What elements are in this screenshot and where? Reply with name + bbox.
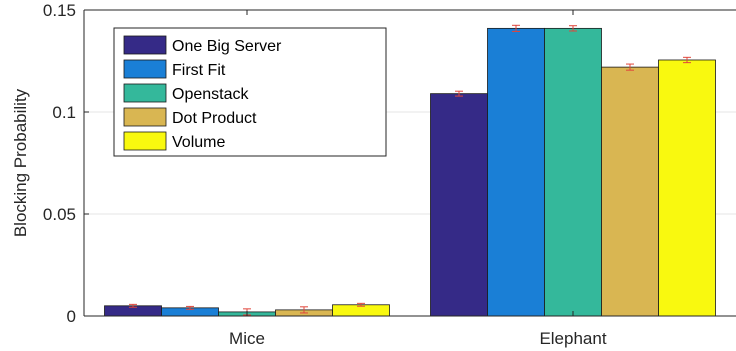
bar-elephant-4 (601, 66, 659, 317)
error-bar-mice-4 (300, 306, 308, 314)
y-tick-label: 0.1 (52, 103, 76, 122)
x-tick-label: Elephant (539, 329, 606, 348)
y-axis-title: Blocking Probability (11, 88, 30, 237)
legend-label-1: One Big Server (172, 38, 282, 55)
bar-elephant-1 (430, 93, 488, 317)
error-bar-elephant-4 (626, 63, 634, 71)
error-bar-mice-2 (186, 305, 194, 310)
legend-label-4: Dot Product (172, 110, 257, 127)
legend-swatch-2 (123, 59, 167, 79)
y-tick-label: 0.15 (43, 1, 76, 20)
axes: Mice Elephant 0 0.05 0.1 0.15 (43, 1, 736, 348)
error-bar-mice-5 (357, 302, 365, 307)
legend: One Big Server First Fit Openstack Dot Prod… (113, 27, 387, 157)
legend-swatch-5 (123, 131, 167, 151)
bar-elephant-2 (487, 27, 545, 317)
x-tick-label: Mice (229, 329, 265, 348)
y-tick-label: 0.05 (43, 205, 76, 224)
legend-label-5: Volume (172, 134, 225, 151)
bar-elephant-5 (658, 59, 716, 317)
y-tick-label: 0 (67, 307, 76, 326)
error-bar-elephant-2 (512, 24, 520, 32)
legend-label-2: First Fit (172, 62, 226, 79)
legend-label-3: Openstack (172, 86, 249, 103)
error-bar-elephant-5 (683, 56, 691, 64)
legend-swatch-1 (123, 35, 167, 55)
error-bar-elephant-1 (455, 90, 463, 97)
error-bars (129, 24, 691, 316)
bars (104, 27, 716, 317)
error-bar-mice-1 (129, 303, 137, 308)
legend-swatch-4 (123, 107, 167, 127)
legend-swatch-3 (123, 83, 167, 103)
bar-elephant-3 (544, 27, 602, 317)
error-bar-elephant-3 (569, 25, 577, 32)
